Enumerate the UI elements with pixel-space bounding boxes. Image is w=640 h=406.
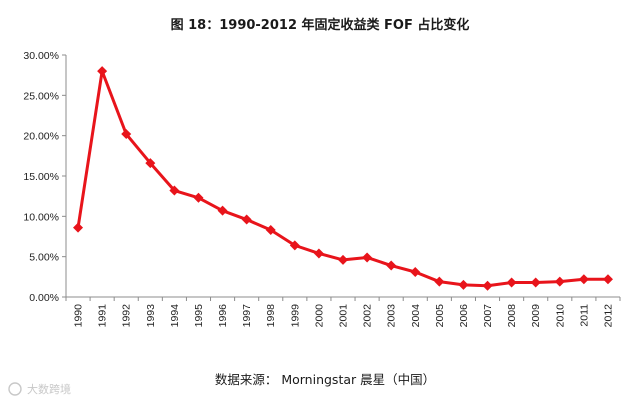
x-tick-label: 1994	[169, 304, 181, 328]
y-tick-label: 20.00%	[23, 131, 59, 143]
chart-title: 图 18：1990-2012 年固定收益类 FOF 占比变化	[171, 17, 470, 33]
x-tick-label: 2000	[313, 304, 325, 328]
y-tick-label: 10.00%	[23, 211, 59, 223]
source-note: 数据来源： Morningstar 晨星（中国）	[215, 372, 435, 387]
data-point	[506, 277, 517, 288]
data-point	[386, 260, 397, 271]
data-point	[145, 158, 156, 169]
data-point	[362, 252, 373, 263]
x-tick-label: 1990	[73, 304, 85, 328]
x-axis: 1990 1991 1992 1993 1994 1995 1996 1997 1998 1999…	[65, 296, 621, 328]
data-point	[73, 222, 84, 233]
data-point	[313, 248, 324, 259]
x-tick-label: 1998	[265, 304, 277, 328]
data-point	[193, 192, 204, 203]
x-tick-label: 1991	[97, 304, 109, 328]
data-point	[338, 254, 348, 265]
data-point	[482, 280, 493, 291]
data-point	[169, 185, 180, 196]
x-tick-label: 2005	[434, 304, 446, 328]
data-point	[97, 66, 108, 77]
x-tick-label: 2012	[602, 304, 614, 328]
watermark-text: 大数跨境	[27, 382, 71, 396]
data-point	[410, 266, 421, 277]
x-tick-label: 1997	[241, 304, 253, 328]
data-point	[458, 279, 469, 290]
y-tick-label: 15.00%	[23, 171, 59, 183]
x-tick-label: 1996	[217, 304, 229, 328]
watermark: 大数跨境	[8, 382, 71, 396]
x-tick-label: 2009	[530, 304, 542, 328]
y-tick-label: 30.00%	[23, 50, 59, 62]
data-point	[434, 276, 445, 287]
data-point	[578, 274, 589, 285]
y-axis: 0.00% 5.00% 10.00% 15.00% 20.00% 25.00% 30.00%	[23, 50, 67, 304]
data-point	[241, 214, 252, 225]
data-point	[121, 129, 132, 140]
x-tick-label: 1995	[193, 304, 205, 328]
y-tick-label: 0.00%	[29, 292, 59, 304]
data-point	[289, 240, 300, 251]
x-tick-label: 2010	[554, 304, 566, 328]
data-point	[554, 276, 565, 287]
x-tick-label: 2003	[386, 304, 398, 328]
y-tick-label: 25.00%	[23, 90, 59, 102]
x-tick-label: 1993	[145, 304, 157, 328]
x-tick-label: 2004	[410, 304, 422, 328]
watermark-logo-icon	[8, 382, 22, 396]
x-tick-label: 2002	[362, 304, 374, 328]
y-tick-label: 5.00%	[29, 252, 59, 264]
x-tick-label: 2007	[482, 304, 494, 328]
x-tick-label: 1999	[289, 304, 301, 328]
series	[73, 66, 613, 291]
data-point	[265, 225, 276, 236]
data-point	[530, 277, 541, 288]
data-point	[217, 205, 228, 216]
x-tick-label: 1992	[121, 304, 133, 328]
x-tick-label: 2008	[506, 304, 518, 328]
x-tick-label: 2006	[458, 304, 470, 328]
x-tick-label: 2001	[338, 304, 350, 328]
series-line	[76, 69, 608, 288]
data-point	[602, 274, 613, 285]
x-tick-label: 2011	[578, 304, 590, 327]
